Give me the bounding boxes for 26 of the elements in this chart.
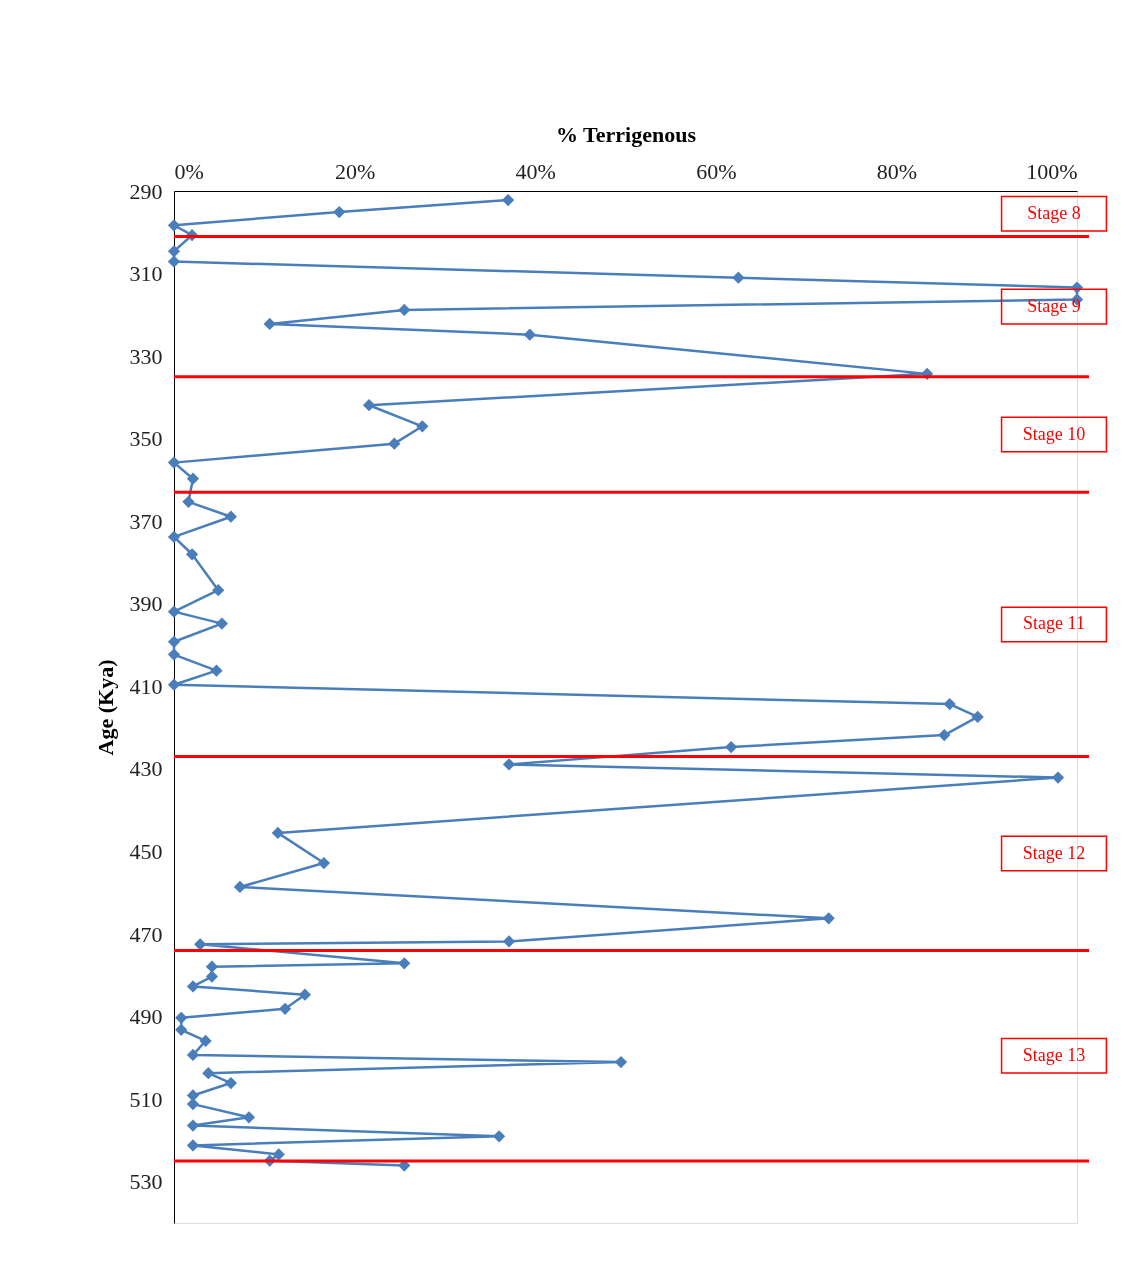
y-tick-label: 370 — [129, 508, 163, 534]
y-tick-label: 310 — [129, 261, 163, 287]
y-tick-label: 450 — [129, 838, 163, 864]
y-axis-title: Age (Kya) — [92, 659, 118, 756]
x-tick-label: 100% — [1026, 158, 1078, 184]
x-axis-title: % Terrigenous — [556, 121, 697, 147]
x-tick-label: 0% — [174, 158, 204, 184]
y-tick-label: 410 — [129, 673, 163, 699]
y-tick-label: 430 — [129, 756, 163, 782]
annotation: Stage 12 — [1022, 842, 1086, 863]
annotation: Stage 13 — [1022, 1044, 1086, 1065]
annotation: Stage 11 — [1023, 613, 1085, 634]
y-tick-label: 290 — [129, 178, 163, 204]
y-tick-label: 350 — [129, 426, 163, 452]
annotation: Stage 10 — [1022, 423, 1086, 444]
x-tick-label: 40% — [515, 158, 556, 184]
y-tick-label: 490 — [129, 1004, 163, 1030]
y-tick-label: 330 — [129, 343, 163, 369]
y-tick-label: 530 — [129, 1169, 163, 1195]
y-tick-label: 470 — [129, 921, 163, 947]
x-tick-label: 20% — [334, 158, 376, 184]
x-tick-label: 80% — [876, 158, 918, 184]
y-tick-label: 390 — [129, 591, 163, 617]
x-tick-label: 60% — [696, 158, 737, 184]
annotation: Stage 8 — [1027, 202, 1081, 223]
y-tick-label: 510 — [129, 1086, 163, 1112]
